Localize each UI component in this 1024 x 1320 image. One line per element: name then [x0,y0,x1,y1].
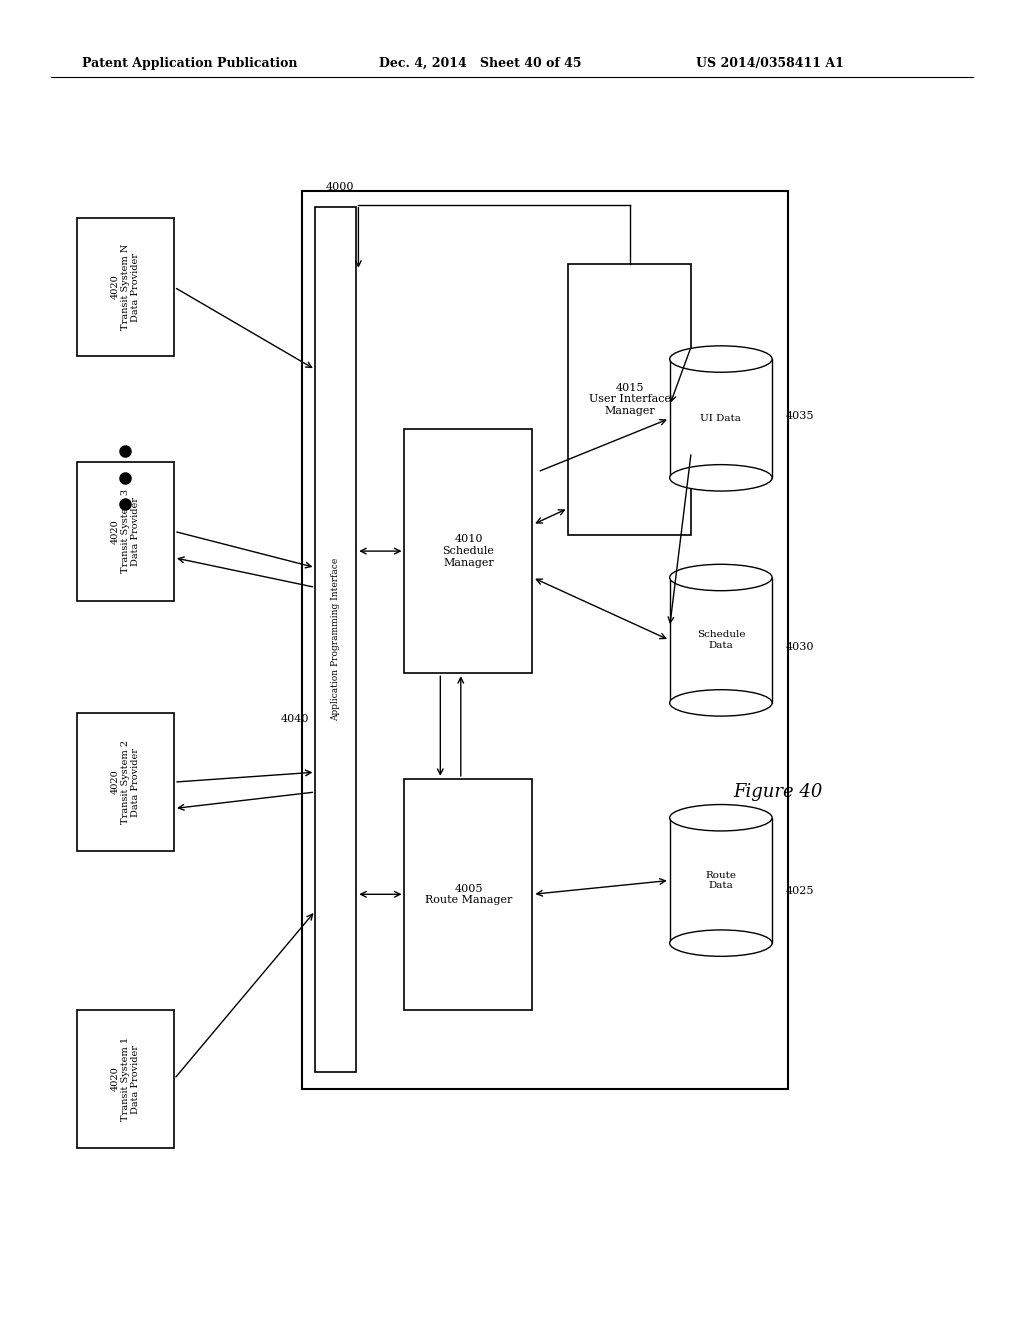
Text: Dec. 4, 2014   Sheet 40 of 45: Dec. 4, 2014 Sheet 40 of 45 [379,57,582,70]
Text: 4015
User Interface
Manager: 4015 User Interface Manager [589,383,671,416]
Text: 4025: 4025 [785,886,814,896]
Text: Schedule
Data: Schedule Data [696,631,745,649]
Bar [77,1010,174,1148]
Text: Route
Data: Route Data [706,871,736,890]
Ellipse shape [670,465,772,491]
Text: 4020
Transit System 2
Data Provider: 4020 Transit System 2 Data Provider [111,741,140,824]
Bar [315,207,356,1072]
Bar [77,462,174,601]
Text: 4040: 4040 [281,714,309,725]
Bar [302,191,788,1089]
Bar [404,429,532,673]
Text: 4030: 4030 [785,642,814,652]
Ellipse shape [670,929,772,956]
Text: UI Data: UI Data [700,414,741,422]
Text: US 2014/0358411 A1: US 2014/0358411 A1 [696,57,844,70]
Bar [670,817,772,942]
Text: Figure 40: Figure 40 [733,783,823,801]
Text: 4020
Transit System 3
Data Provider: 4020 Transit System 3 Data Provider [111,490,140,573]
Text: Patent Application Publication: Patent Application Publication [82,57,297,70]
Bar [568,264,691,535]
Bar [404,779,532,1010]
Bar [660,207,781,1072]
Text: 4020
Transit System 1
Data Provider: 4020 Transit System 1 Data Provider [111,1038,140,1121]
Bar [77,218,174,356]
Text: 4010
Schedule
Manager: 4010 Schedule Manager [442,535,495,568]
Text: 4035: 4035 [785,411,814,421]
Ellipse shape [670,804,772,832]
Text: Application Programming Interface: Application Programming Interface [332,558,340,721]
Text: 4005
Route Manager: 4005 Route Manager [425,883,512,906]
Bar [670,578,772,702]
Text: 4020
Transit System N
Data Provider: 4020 Transit System N Data Provider [111,244,140,330]
Text: 4000: 4000 [326,182,354,193]
Ellipse shape [670,565,772,591]
Bar [670,359,772,478]
Ellipse shape [670,346,772,372]
Bar [77,713,174,851]
Ellipse shape [670,689,772,715]
